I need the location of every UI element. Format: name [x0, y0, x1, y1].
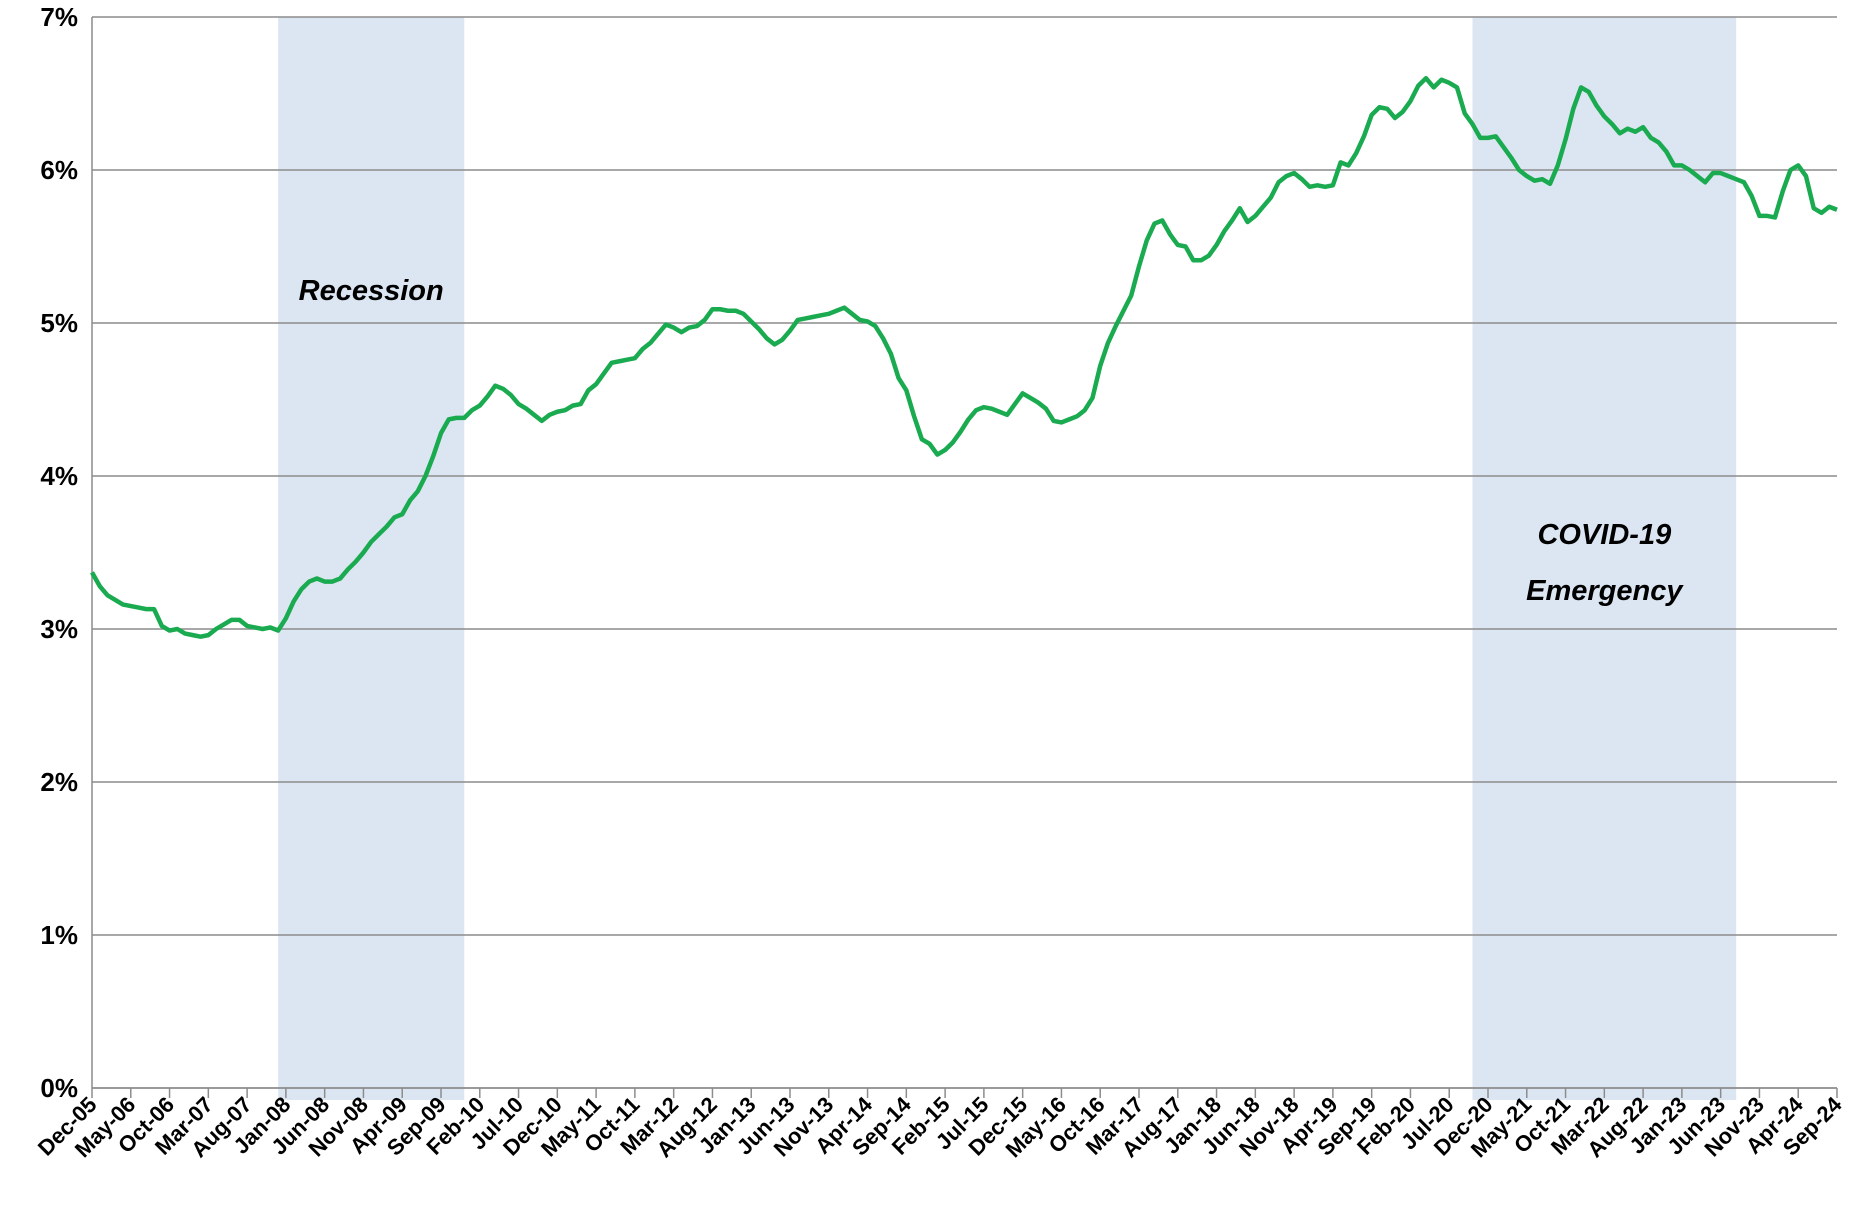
y-tick-label: 3% — [40, 614, 78, 644]
y-tick-label: 5% — [40, 308, 78, 338]
annotation: Recession — [299, 275, 444, 307]
y-tick-label: 2% — [40, 767, 78, 797]
y-tick-label: 7% — [40, 2, 78, 32]
annotation: COVID-19 — [1537, 519, 1671, 551]
y-tick-label: 0% — [40, 1073, 78, 1103]
shaded-period — [1472, 17, 1737, 1100]
y-tick-label: 1% — [40, 920, 78, 950]
data-line — [90, 75, 1838, 639]
shaded-period — [278, 17, 465, 1100]
y-tick-label: 6% — [40, 155, 78, 185]
y-tick-label: 4% — [40, 461, 78, 491]
annotation: Emergency — [1526, 575, 1684, 607]
